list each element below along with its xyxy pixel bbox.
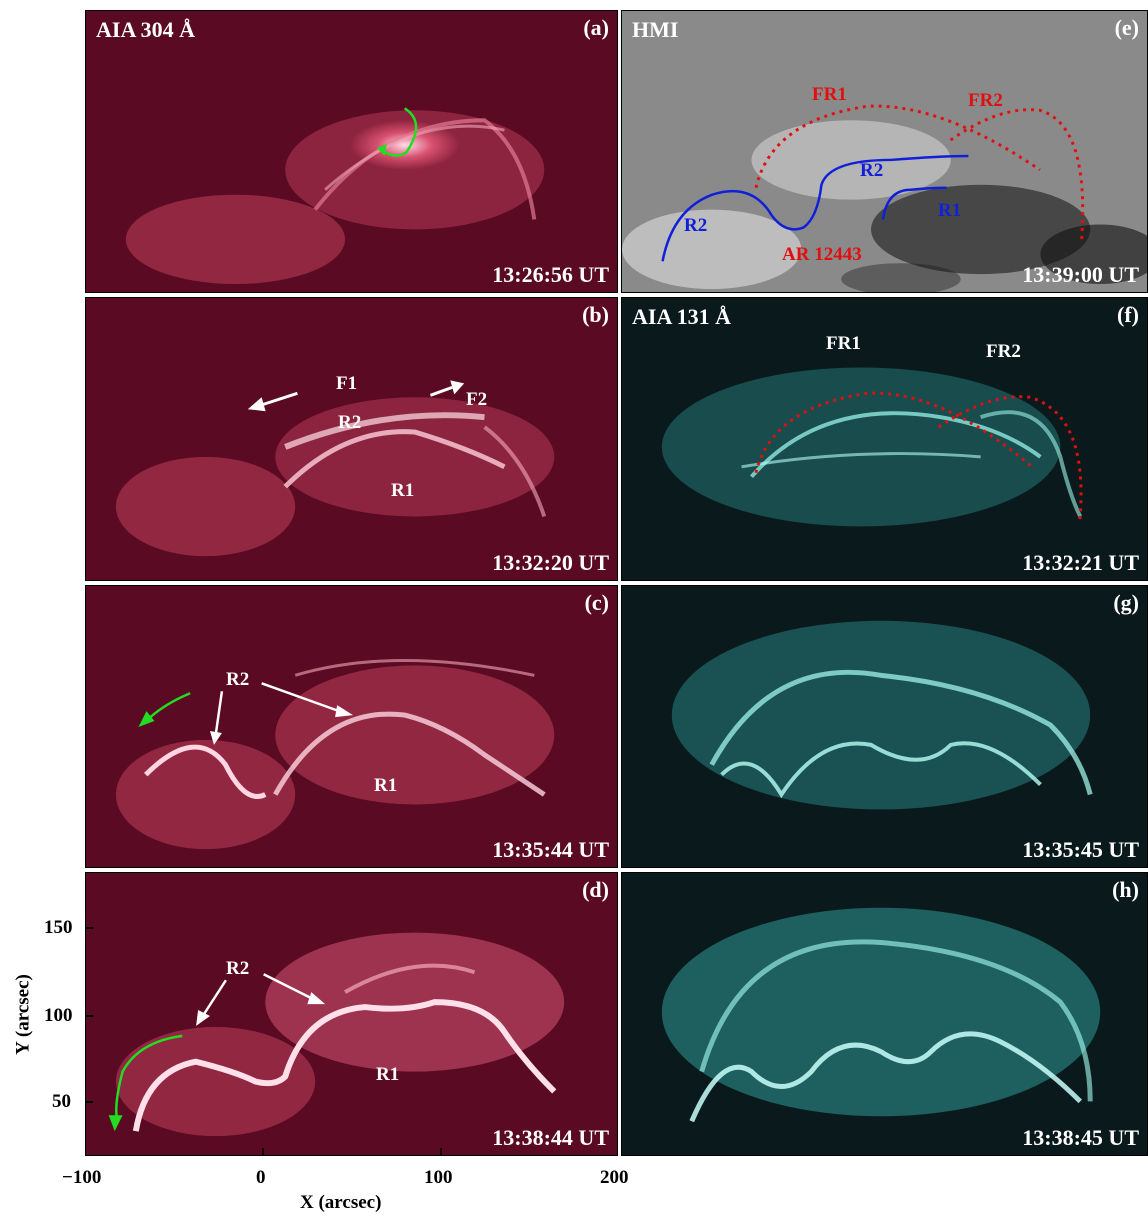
- hmi-magnetogram-e: [622, 11, 1147, 292]
- panel-h-aia131: (h) 13:38:45 UT: [621, 872, 1148, 1156]
- y-tick-mark: [85, 1015, 93, 1017]
- panel-b-aia304: (b) 13:32:20 UT F1 F2 R2 R1: [85, 297, 618, 581]
- aia304-image-c: [86, 586, 617, 867]
- annotation-fr1: FR1: [826, 333, 861, 354]
- y-tick-label: 150: [44, 917, 73, 938]
- timestamp: 13:39:00 UT: [1022, 262, 1139, 287]
- x-tick-label: 0: [256, 1167, 266, 1188]
- x-tick-label: −100: [62, 1167, 102, 1188]
- timestamp: 13:32:20 UT: [492, 550, 609, 575]
- annotation-r2: R2: [226, 669, 250, 690]
- timestamp: 13:38:45 UT: [1022, 1125, 1139, 1150]
- timestamp: 13:38:44 UT: [492, 1125, 609, 1150]
- annotation-r1: R1: [374, 775, 398, 796]
- panel-d-aia304: (d) 13:38:44 UT R2 R1: [85, 872, 618, 1156]
- annotation-f2: F2: [466, 389, 488, 410]
- panel-title: AIA 131 Å: [632, 304, 732, 329]
- panel-f-aia131: AIA 131 Å (f) 13:32:21 UT FR1 FR2: [621, 297, 1148, 581]
- panel-label: (h): [1112, 877, 1139, 902]
- aia304-image-b: [86, 298, 617, 580]
- panel-label: (g): [1113, 590, 1139, 615]
- annotation-r2-mid: R2: [860, 160, 884, 181]
- y-tick-label: 100: [44, 1005, 73, 1026]
- aia304-image-a: [86, 11, 617, 292]
- panel-g-aia131: (g) 13:35:45 UT: [621, 585, 1148, 868]
- timestamp: 13:32:21 UT: [1022, 550, 1139, 575]
- x-tick-label: 100: [424, 1167, 453, 1188]
- timestamp: 13:35:45 UT: [1022, 837, 1139, 862]
- x-tick-mark: [262, 1148, 264, 1156]
- panel-e-hmi: HMI (e) 13:39:00 UT FR1 FR2 R2 R2 R1 AR …: [621, 10, 1148, 293]
- annotation-r2-left: R2: [684, 215, 708, 236]
- x-axis-label: X (arcsec): [300, 1192, 382, 1213]
- timestamp: 13:35:44 UT: [492, 837, 609, 862]
- y-axis-label: Y (arcsec): [12, 974, 34, 1055]
- panel-label: (b): [582, 302, 609, 327]
- panel-label: (a): [583, 15, 609, 40]
- annotation-fr2: FR2: [968, 90, 1003, 111]
- panel-label: (c): [584, 590, 609, 615]
- panel-a-aia304: AIA 304 Å (a) 13:26:56 UT: [85, 10, 618, 293]
- panel-label: (d): [582, 877, 609, 902]
- x-tick-mark: [440, 1148, 442, 1156]
- annotation-r1: R1: [376, 1064, 400, 1085]
- y-tick-mark: [85, 1101, 93, 1103]
- aia131-image-f: [622, 298, 1147, 580]
- aia304-image-d: [86, 873, 617, 1155]
- panel-label: (e): [1114, 15, 1139, 40]
- annotation-f1: F1: [336, 373, 358, 394]
- panel-c-aia304: (c) 13:35:44 UT R2 R1: [85, 585, 618, 868]
- annotation-r2: R2: [338, 412, 362, 433]
- panel-label: (f): [1117, 302, 1139, 327]
- aia131-image-h: [622, 873, 1147, 1155]
- annotation-r2: R2: [226, 958, 250, 979]
- annotation-r1: R1: [938, 200, 962, 221]
- annotation-fr2: FR2: [986, 341, 1021, 362]
- x-tick-label: 200: [600, 1167, 629, 1188]
- aia131-image-g: [622, 586, 1147, 867]
- timestamp: 13:26:56 UT: [492, 262, 609, 287]
- panel-title: HMI: [632, 17, 679, 42]
- annotation-r1: R1: [391, 480, 415, 501]
- annotation-active-region: AR 12443: [782, 244, 862, 265]
- y-tick-label: 50: [52, 1091, 71, 1112]
- annotation-fr1: FR1: [812, 84, 847, 105]
- y-tick-mark: [85, 927, 93, 929]
- panel-title: AIA 304 Å: [96, 17, 196, 42]
